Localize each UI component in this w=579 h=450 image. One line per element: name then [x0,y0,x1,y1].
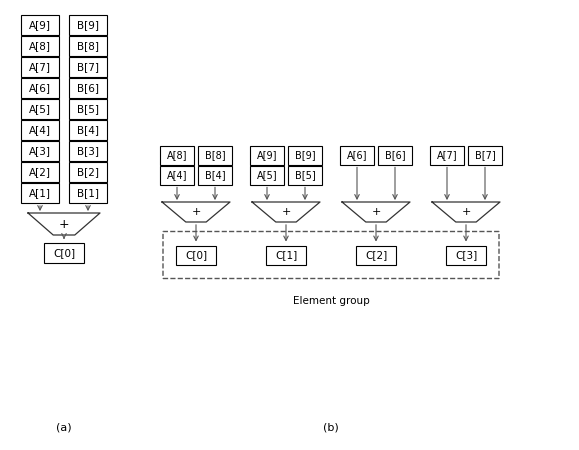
FancyBboxPatch shape [44,243,84,263]
Text: A[7]: A[7] [437,150,457,160]
Text: B[5]: B[5] [295,170,316,180]
Text: A[2]: A[2] [29,167,51,177]
Text: A[8]: A[8] [167,150,187,160]
FancyBboxPatch shape [69,120,107,140]
Text: (a): (a) [56,423,72,433]
Text: B[5]: B[5] [77,104,99,114]
FancyBboxPatch shape [378,145,412,165]
Text: C[2]: C[2] [365,250,387,260]
Text: A[5]: A[5] [29,104,51,114]
Text: B[4]: B[4] [205,170,225,180]
FancyBboxPatch shape [198,145,232,165]
FancyBboxPatch shape [446,246,486,265]
Text: C[0]: C[0] [185,250,207,260]
FancyBboxPatch shape [69,141,107,161]
FancyBboxPatch shape [288,145,322,165]
Text: C[0]: C[0] [53,248,75,258]
Text: B[8]: B[8] [205,150,225,160]
Text: A[4]: A[4] [167,170,187,180]
FancyBboxPatch shape [21,99,59,119]
FancyBboxPatch shape [468,145,502,165]
Text: A[5]: A[5] [256,170,277,180]
Text: A[6]: A[6] [29,83,51,93]
Text: +: + [461,207,471,217]
Text: B[8]: B[8] [77,41,99,51]
FancyBboxPatch shape [160,145,194,165]
Text: A[4]: A[4] [29,125,51,135]
Text: B[1]: B[1] [77,188,99,198]
FancyBboxPatch shape [21,120,59,140]
Text: B[7]: B[7] [475,150,496,160]
Text: +: + [281,207,291,217]
FancyBboxPatch shape [21,36,59,56]
FancyBboxPatch shape [21,183,59,203]
Text: B[2]: B[2] [77,167,99,177]
FancyBboxPatch shape [21,141,59,161]
Text: C[3]: C[3] [455,250,477,260]
Text: +: + [58,217,69,230]
Text: A[6]: A[6] [347,150,367,160]
FancyBboxPatch shape [176,246,216,265]
FancyBboxPatch shape [340,145,374,165]
FancyBboxPatch shape [288,166,322,184]
Text: B[4]: B[4] [77,125,99,135]
Text: A[9]: A[9] [256,150,277,160]
FancyBboxPatch shape [69,57,107,77]
Text: (b): (b) [323,423,339,433]
FancyBboxPatch shape [250,166,284,184]
Text: B[7]: B[7] [77,62,99,72]
FancyBboxPatch shape [69,183,107,203]
FancyBboxPatch shape [21,78,59,98]
FancyBboxPatch shape [356,246,396,265]
Text: B[6]: B[6] [384,150,405,160]
Text: A[3]: A[3] [29,146,51,156]
Text: Element group: Element group [292,297,369,306]
FancyBboxPatch shape [250,145,284,165]
FancyBboxPatch shape [69,78,107,98]
Text: B[9]: B[9] [77,20,99,30]
FancyBboxPatch shape [266,246,306,265]
FancyBboxPatch shape [21,15,59,35]
Text: C[1]: C[1] [275,250,297,260]
FancyBboxPatch shape [69,36,107,56]
FancyBboxPatch shape [21,162,59,182]
FancyBboxPatch shape [69,99,107,119]
Text: B[3]: B[3] [77,146,99,156]
FancyBboxPatch shape [69,15,107,35]
FancyBboxPatch shape [430,145,464,165]
FancyBboxPatch shape [21,57,59,77]
Text: +: + [371,207,380,217]
Text: A[8]: A[8] [29,41,51,51]
FancyBboxPatch shape [69,162,107,182]
Text: A[1]: A[1] [29,188,51,198]
FancyBboxPatch shape [198,166,232,184]
Text: A[7]: A[7] [29,62,51,72]
Text: B[6]: B[6] [77,83,99,93]
Text: A[9]: A[9] [29,20,51,30]
Text: +: + [191,207,201,217]
FancyBboxPatch shape [160,166,194,184]
Text: B[9]: B[9] [295,150,316,160]
